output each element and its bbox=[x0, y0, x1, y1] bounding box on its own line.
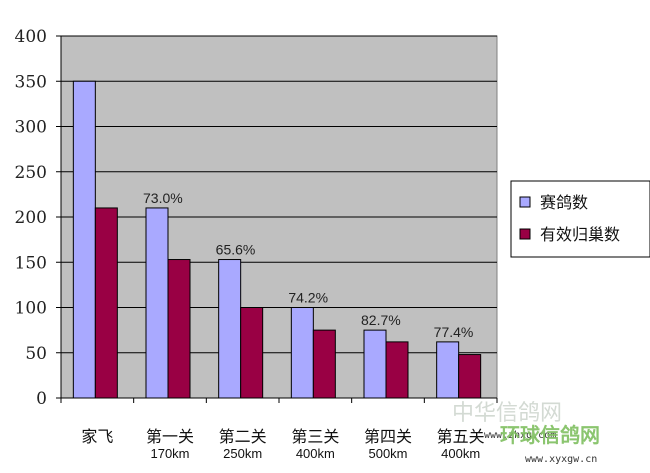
bar-race-pigeons-2 bbox=[218, 259, 242, 399]
y-tick-label: 400 bbox=[15, 27, 47, 47]
x-axis: 家飞 第一关170km第二关250km第三关400km第四关500km第五关400… bbox=[60, 397, 498, 461]
bar-returned-4 bbox=[385, 341, 409, 399]
bar-race-pigeons-0 bbox=[72, 80, 96, 399]
legend-label-series-0: 赛鸽数 bbox=[540, 193, 588, 212]
x-distance-label: 170km bbox=[150, 446, 189, 461]
bar-race-pigeons-5 bbox=[436, 341, 460, 399]
x-category-label: 第五关 bbox=[437, 427, 485, 446]
watermark-site-name-green: 环球信鸽网 bbox=[500, 423, 600, 447]
y-tick-label: 200 bbox=[15, 208, 47, 228]
x-category-label: 家飞 bbox=[81, 427, 113, 446]
x-category-label: 第三关 bbox=[291, 427, 339, 446]
x-distance-label: 400km bbox=[296, 446, 335, 461]
legend-swatch-series-0 bbox=[519, 196, 531, 208]
legend-label-series-1: 有效归巢数 bbox=[540, 225, 620, 244]
y-tick-label: 50 bbox=[25, 344, 47, 364]
legend-swatch-series-1 bbox=[519, 228, 531, 240]
data-labels: 73.0% 65.6% 74.2% 82.7% 77.4% bbox=[143, 190, 473, 340]
x-distance-label: 500km bbox=[368, 446, 407, 461]
bar-race-pigeons-1 bbox=[145, 207, 169, 399]
legend-box bbox=[510, 180, 650, 258]
x-category-label: 第四关 bbox=[364, 427, 412, 446]
x-distance-label: 400km bbox=[441, 446, 480, 461]
bar-race-pigeons-4 bbox=[363, 329, 387, 399]
bar-returned-5 bbox=[458, 354, 482, 399]
y-tick-label: 0 bbox=[36, 389, 47, 409]
percent-label: 74.2% bbox=[288, 290, 328, 306]
x-distance-label: 250km bbox=[223, 446, 262, 461]
percent-label: 82.7% bbox=[361, 312, 401, 328]
y-tick-label: 250 bbox=[15, 163, 47, 183]
watermark: 中华信鸽网 www.zhxg.com 环球信鸽网 www.xyxgw.cn bbox=[452, 401, 600, 465]
watermark-site-name: 中华信鸽网 bbox=[452, 401, 562, 426]
percent-label: 73.0% bbox=[143, 190, 183, 206]
bar-returned-2 bbox=[240, 307, 264, 399]
legend: 赛鸽数 有效归巢数 bbox=[510, 180, 650, 258]
bar-returned-1 bbox=[167, 259, 191, 399]
x-category-label: 第二关 bbox=[219, 427, 267, 446]
percent-label: 77.4% bbox=[434, 324, 474, 340]
bar-returned-0 bbox=[94, 207, 118, 399]
y-tick-label: 300 bbox=[15, 118, 47, 138]
percent-label: 65.6% bbox=[216, 242, 256, 258]
y-axis: 0 50 100 150 200 250 300 350 400 bbox=[15, 27, 497, 409]
bar-returned-3 bbox=[312, 329, 336, 399]
bar-race-pigeons-3 bbox=[290, 307, 314, 399]
x-category-label: 第一关 bbox=[146, 427, 194, 446]
y-tick-label: 350 bbox=[15, 72, 47, 92]
y-tick-label: 100 bbox=[15, 299, 47, 319]
y-tick-label: 150 bbox=[15, 253, 47, 273]
watermark-url-2: www.xyxgw.cn bbox=[525, 454, 597, 465]
watermark-url: www.zhxg.com bbox=[484, 430, 556, 441]
